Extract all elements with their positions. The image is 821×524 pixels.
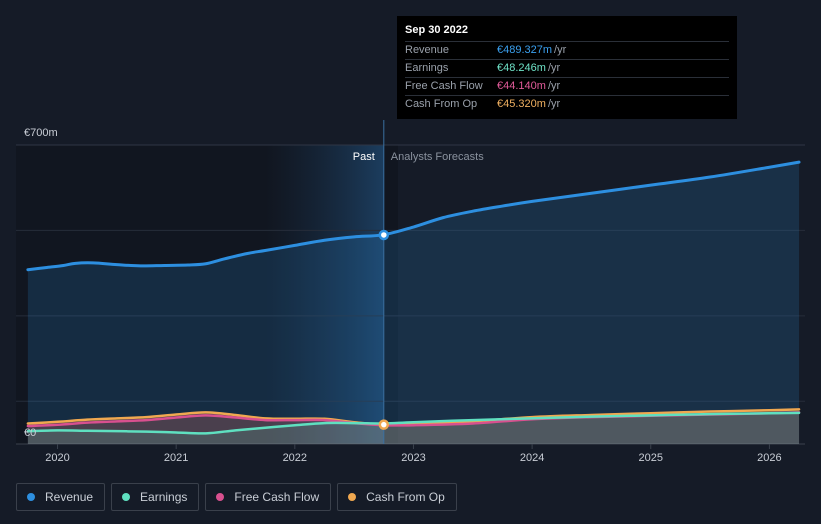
legend-item-cash-from-op[interactable]: Cash From Op xyxy=(337,483,457,511)
tooltip-value: €48.246m xyxy=(497,62,546,74)
past-label: Past xyxy=(353,151,375,163)
y-axis-top-label: €700m xyxy=(24,127,58,139)
tooltip-row-revenue: Revenue €489.327m /yr xyxy=(405,41,729,59)
tooltip-value: €489.327m xyxy=(497,44,553,56)
legend-dot-icon xyxy=(216,493,225,501)
x-tick-label: 2025 xyxy=(639,452,663,464)
series-line-revenue xyxy=(26,160,801,272)
series-area-cash-from-op xyxy=(27,409,800,444)
x-tick-label: 2024 xyxy=(520,452,544,464)
legend-dot-icon xyxy=(27,493,35,501)
series-line-earnings xyxy=(26,411,801,435)
x-tick-label: 2021 xyxy=(164,452,188,464)
tooltip-label: Cash From Op xyxy=(405,98,478,110)
legend-label: Cash From Op xyxy=(366,490,445,504)
tooltip-unit: /yr xyxy=(547,98,561,110)
chart-legend: Revenue Earnings Free Cash Flow Cash Fro… xyxy=(16,483,457,511)
series-line-cash-from-op xyxy=(26,408,801,427)
tooltip-label: Free Cash Flow xyxy=(405,80,483,92)
x-tick-label: 2023 xyxy=(401,452,425,464)
tooltip-unit: /yr xyxy=(547,80,561,92)
past-highlight xyxy=(265,145,384,444)
legend-item-revenue[interactable]: Revenue xyxy=(16,483,106,511)
highlight-point xyxy=(378,419,390,430)
legend-label: Earnings xyxy=(140,490,188,504)
x-tick-label: 2020 xyxy=(45,452,69,464)
tooltip-row-earnings: Earnings €48.246m /yr xyxy=(405,59,729,77)
y-axis-bottom-label: €0 xyxy=(24,427,36,439)
highlight-point xyxy=(378,229,390,241)
forecast-label: Analysts Forecasts xyxy=(391,151,484,163)
tooltip-label: Revenue xyxy=(405,44,450,56)
tooltip-unit: /yr xyxy=(547,62,561,74)
legend-dot-icon xyxy=(348,493,357,501)
tooltip-value: €44.140m xyxy=(497,80,546,92)
series-area-earnings xyxy=(27,412,800,444)
tooltip-value: €45.320m xyxy=(497,98,546,110)
legend-dot-icon xyxy=(122,493,131,501)
legend-item-earnings[interactable]: Earnings xyxy=(111,483,200,511)
series-area-free-cash-flow xyxy=(27,412,800,444)
x-tick-label: 2022 xyxy=(283,452,307,464)
tooltip-unit: /yr xyxy=(554,44,567,56)
tooltip-row-free-cash-flow: Free Cash Flow €44.140m /yr xyxy=(405,77,729,95)
data-tooltip: Sep 30 2022 Revenue €489.327m /yr Earnin… xyxy=(397,16,737,119)
legend-label: Free Cash Flow xyxy=(234,490,320,504)
tooltip-row-cash-from-op: Cash From Op €45.320m /yr xyxy=(405,95,729,113)
legend-label: Revenue xyxy=(45,490,94,504)
series-area-revenue xyxy=(27,162,800,445)
x-tick-label: 2026 xyxy=(757,452,781,464)
legend-item-free-cash-flow[interactable]: Free Cash Flow xyxy=(205,483,332,511)
tooltip-label: Earnings xyxy=(405,62,449,74)
tooltip-date: Sep 30 2022 xyxy=(405,24,468,36)
